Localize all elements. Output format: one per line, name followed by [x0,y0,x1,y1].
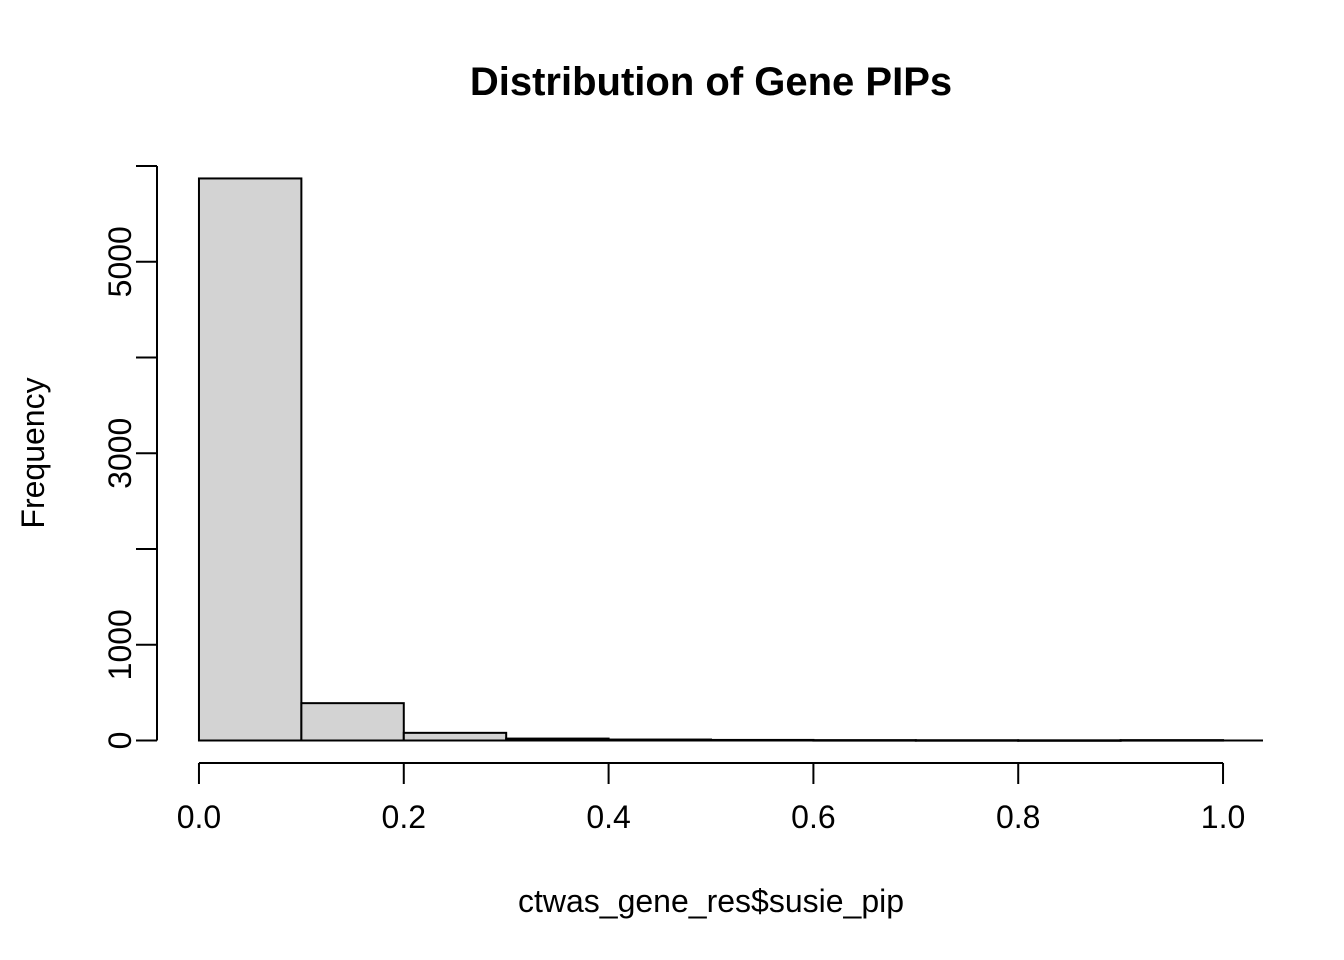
histogram-bar [1119,739,1225,742]
x-tick-label: 0.0 [177,799,221,835]
chart-title: Distribution of Gene PIPs [470,60,952,104]
y-tick-label: 3000 [102,418,138,489]
y-tick-label: 1000 [102,609,138,680]
x-tick-label: 0.2 [382,799,426,835]
x-tick-label: 0.4 [586,799,630,835]
histogram-bar [1017,739,1122,742]
histogram-bar [812,739,917,742]
x-tick-label: 0.6 [791,799,835,835]
x-tick-label: 1.0 [1201,799,1245,835]
histogram-bars [197,177,1225,742]
y-axis: 0 1000 3000 5000 [102,165,158,750]
histogram-bar [300,702,405,742]
histogram-bar [505,737,610,742]
histogram-bar [402,731,508,742]
y-axis-label: Frequency [15,377,51,528]
histogram-bar [710,738,815,742]
histogram-bar [914,739,1020,742]
y-tick-label: 0 [102,732,138,750]
histogram-bar [607,738,712,742]
histogram-bar [197,177,303,742]
y-tick-label: 5000 [102,226,138,297]
x-axis: 0.0 0.2 0.4 0.6 0.8 1.0 [177,762,1245,835]
x-tick-label: 0.8 [996,799,1040,835]
x-axis-label: ctwas_gene_res$susie_pip [518,883,904,919]
